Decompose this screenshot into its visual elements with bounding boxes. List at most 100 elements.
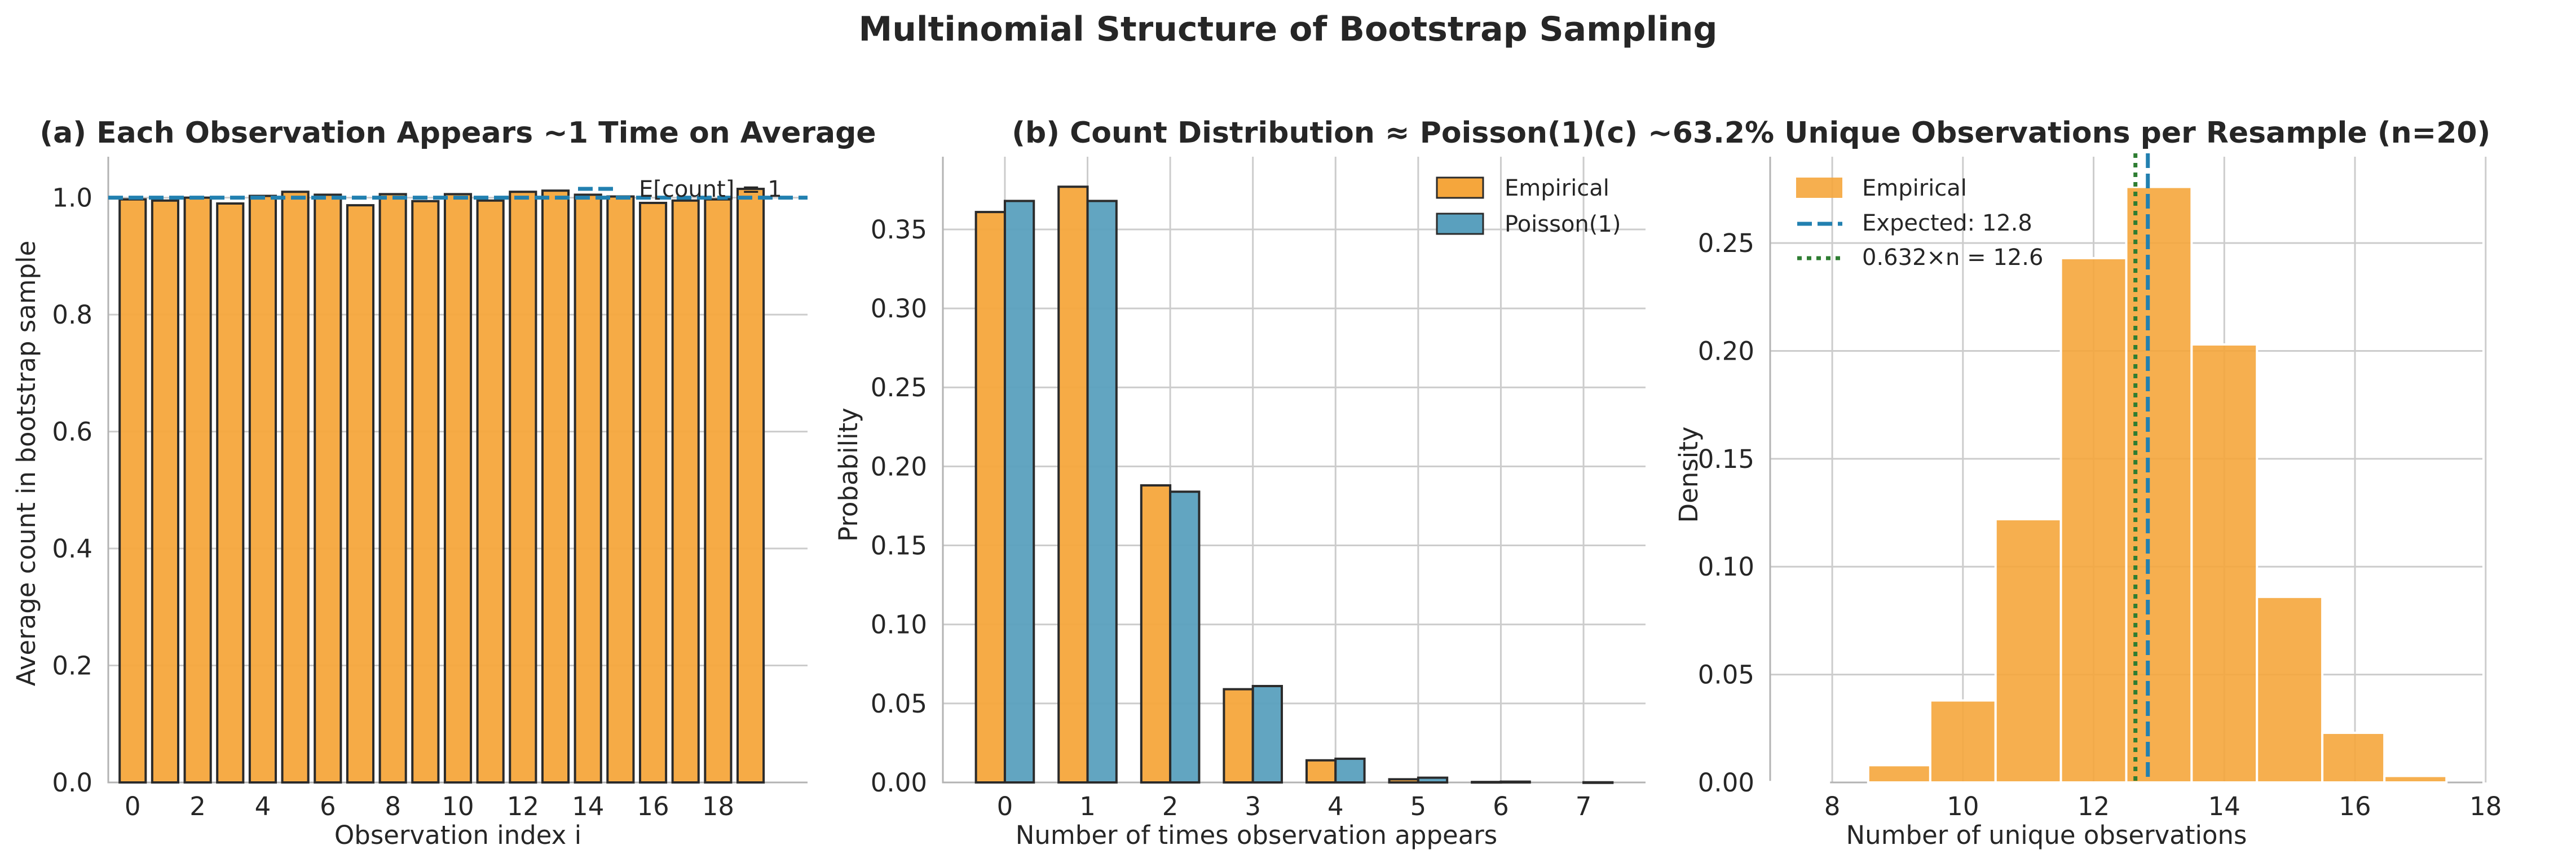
- panel-a-ylabel: Average count in bootstrap sample: [11, 241, 41, 687]
- panel-c-hist-bar: [2059, 256, 2128, 784]
- panel-b-empirical-bar: [1223, 688, 1254, 784]
- panel-a-ytick-label: 0.8: [52, 300, 92, 330]
- panel-a-xtick-label: 14: [572, 791, 604, 821]
- panel-a-bar: [281, 191, 310, 784]
- panel-a-bar: [443, 193, 473, 784]
- panel-a-ytick-label: 0.6: [52, 417, 92, 447]
- panel-c-xtick-label: 18: [2469, 791, 2502, 821]
- panel-a-xtick-label: 0: [125, 791, 141, 821]
- panel-a-bar: [574, 193, 602, 784]
- panel-b-xtick-label: 4: [1327, 791, 1344, 821]
- panel-a-bar: [183, 196, 212, 784]
- panel-a-legend: E[count] = 1: [578, 176, 782, 202]
- panel-b-poisson-bar: [1417, 776, 1449, 784]
- panel-b-axes-frame: [942, 157, 1646, 784]
- panel-a-xtick-label: 2: [189, 791, 206, 821]
- panel-c-title: (c) ~63.2% Unique Observations per Resam…: [1594, 116, 2491, 150]
- panel-c-ytick-label: 0.15: [1698, 444, 1754, 474]
- panel-a-xlabel: Observation index i: [334, 820, 581, 850]
- legend-histogram-swatch: [1796, 178, 1842, 198]
- figure-suptitle: Multinomial Structure of Bootstrap Sampl…: [859, 10, 1718, 49]
- legend-empirical-label: Empirical: [1505, 175, 1609, 201]
- panel-b-poisson-bar: [1169, 490, 1201, 784]
- panel-a-bar: [346, 204, 375, 784]
- panel-c-hist-bar: [1867, 764, 1931, 784]
- panel-c-ytick-label: 0.10: [1698, 552, 1754, 582]
- panel-b-legend: Empirical Poisson(1): [1436, 175, 1621, 237]
- panel-b-xtick-label: 3: [1245, 791, 1261, 821]
- panel-b-ytick-label: 0.15: [871, 531, 927, 561]
- panel-b-ylabel: Probability: [833, 408, 863, 542]
- panel-c-xtick-label: 14: [2208, 791, 2240, 821]
- panel-b-xtick-label: 6: [1493, 791, 1509, 821]
- panel-a-bar: [216, 202, 245, 784]
- panel-c-legend: Empirical Expected: 12.8 0.632×n = 12.6: [1796, 175, 2043, 271]
- panel-a-xtick-label: 18: [702, 791, 734, 821]
- panel-b-ytick-label: 0.00: [871, 768, 927, 798]
- panel-a-bar: [151, 199, 180, 784]
- panel-c-hist-bar: [1929, 699, 1997, 784]
- panel-a-bar: [736, 188, 765, 784]
- legend-ref-line-label: E[count] = 1: [639, 176, 782, 202]
- panel-a-bar: [671, 199, 700, 784]
- panel-a: (a) Each Observation Appears ~1 Time on …: [11, 116, 876, 850]
- panel-c-hist-bar: [1994, 518, 2062, 784]
- panel-a-bar: [378, 193, 407, 784]
- panel-b-poisson-bar: [1003, 200, 1035, 784]
- legend-expected-label: Expected: 12.8: [1862, 210, 2032, 236]
- legend-empirical-swatch: [1436, 176, 1484, 199]
- panel-a-bar: [411, 200, 440, 784]
- legend-poisson-label: Poisson(1): [1505, 211, 1621, 237]
- panel-b-poisson-bar: [1251, 685, 1283, 784]
- panel-b-xtick-label: 7: [1576, 791, 1592, 821]
- legend-poisson-swatch: [1436, 213, 1484, 235]
- panel-a-xtick-label: 16: [637, 791, 669, 821]
- panel-c-hist-bar: [2321, 731, 2386, 784]
- panel-c-xtick-label: 12: [2077, 791, 2110, 821]
- panel-b-ytick-label: 0.25: [871, 373, 927, 402]
- panel-b-xtick-label: 1: [1079, 791, 1096, 821]
- panel-b-empirical-bar: [1305, 759, 1337, 784]
- panel-a-ytick-label: 0.4: [52, 534, 92, 564]
- panel-b-poisson-bar: [1582, 781, 1614, 784]
- panel-b-xtick-label: 5: [1410, 791, 1427, 821]
- panel-a-ytick-label: 0.0: [52, 768, 92, 798]
- panel-b-empirical-bar: [1388, 778, 1419, 784]
- panel-c-hist-bar: [2256, 595, 2324, 784]
- panel-c-hist-bar: [2383, 775, 2448, 784]
- panel-a-bar: [118, 198, 147, 784]
- panel-b-poisson-bar: [1086, 200, 1118, 784]
- panel-c-ytick-label: 0.25: [1698, 228, 1754, 258]
- panel-c-xtick-label: 16: [2339, 791, 2371, 821]
- panel-a-bar: [638, 201, 668, 784]
- panel-a-xtick-label: 10: [442, 791, 474, 821]
- panel-b-ytick-label: 0.35: [871, 215, 927, 245]
- panel-a-bar: [476, 199, 505, 784]
- panel-c-xtick-label: 10: [1947, 791, 1979, 821]
- panel-b-ytick-label: 0.10: [871, 610, 927, 640]
- panel-a-xtick-label: 6: [320, 791, 336, 821]
- panel-a-xtick-label: 12: [507, 791, 539, 821]
- panel-b-poisson-bar: [1334, 757, 1366, 784]
- panel-a-bar: [509, 191, 537, 784]
- panel-b: (b) Count Distribution ≈ Poisson(1) Numb…: [833, 116, 1646, 850]
- panel-a-bar: [541, 189, 570, 784]
- panel-c-ytick-label: 0.05: [1698, 660, 1754, 690]
- panel-a-bar: [606, 195, 635, 784]
- panel-b-empirical-bar: [1057, 185, 1089, 784]
- panel-c-ytick-label: 0.00: [1698, 768, 1754, 798]
- panel-c-xtick-label: 8: [1824, 791, 1841, 821]
- panel-c-hist-bar: [2190, 343, 2259, 784]
- panel-c-xlabel: Number of unique observations: [1846, 820, 2247, 850]
- panel-b-ytick-label: 0.20: [871, 452, 927, 481]
- panel-b-xtick-label: 0: [997, 791, 1013, 821]
- panel-c: (c) ~63.2% Unique Observations per Resam…: [1594, 116, 2502, 850]
- panel-a-bar: [704, 198, 733, 784]
- panel-b-empirical-bar: [1140, 484, 1172, 784]
- legend-histogram-label: Empirical: [1862, 175, 1967, 201]
- panel-a-xtick-label: 8: [385, 791, 401, 821]
- panel-a-title: (a) Each Observation Appears ~1 Time on …: [39, 116, 876, 150]
- panel-b-title: (b) Count Distribution ≈ Poisson(1): [1012, 116, 1594, 150]
- panel-b-ytick-label: 0.30: [871, 294, 927, 324]
